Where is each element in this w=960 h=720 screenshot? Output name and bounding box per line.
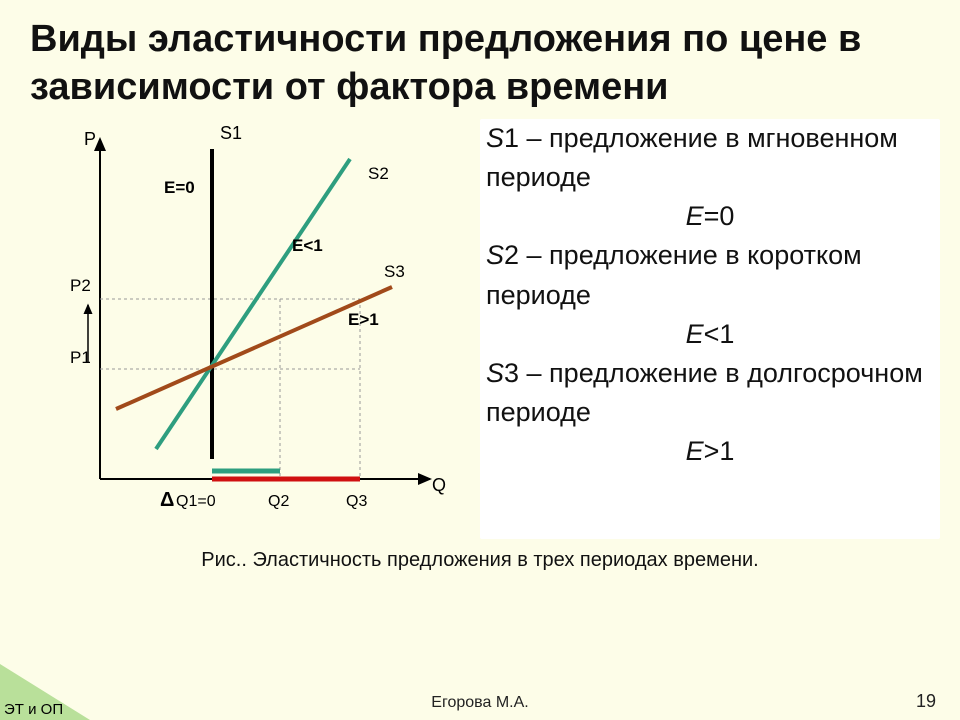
content-row: P Q S1 S2 S3 E=0 E<1 E>1 P1 P2 Q1=0 Q2 Q3 Δ S1 – пред… [20,119,940,539]
chart-label-s3: S3 [384,262,405,282]
footer-page-number: 19 [916,691,936,712]
chart-label-p2: P2 [70,276,91,296]
chart-label-delta: Δ [160,489,174,512]
legend-s2: S2 – предложение в коротком периоде [486,236,934,314]
legend-s3: S3 – предложение в долгосрочном периоде [486,354,934,432]
chart-label-e0: E=0 [164,178,195,198]
chart-label-q1: Q1=0 [176,493,216,511]
chart-label-q: Q [432,475,446,496]
legend-e3: E>1 [486,432,934,471]
slide-title: Виды эластичности предложения по цене в … [30,16,930,111]
chart-label-elt: E<1 [292,236,323,256]
figure-caption: Рис.. Эластичность предложения в трех пе… [20,549,940,572]
chart-label-p: P [84,129,96,150]
legend-text: S1 – предложение в мгновенном периоде E=… [480,119,940,539]
chart-label-p1: P1 [70,348,91,368]
legend-e2: E<1 [486,315,934,354]
chart-svg [20,119,480,539]
footer-author: Егорова М.А. [431,694,528,712]
chart-label-q2: Q2 [268,493,289,511]
corner-label: ЭТ и ОП [4,701,63,718]
chart-label-s1: S1 [220,123,242,144]
elasticity-chart: P Q S1 S2 S3 E=0 E<1 E>1 P1 P2 Q1=0 Q2 Q3 Δ [20,119,480,539]
chart-label-egt: E>1 [348,310,379,330]
slide: Виды эластичности предложения по цене в … [0,0,960,720]
legend-s1: S1 – предложение в мгновенном периоде [486,119,934,197]
legend-e1: E=0 [486,197,934,236]
chart-label-s2: S2 [368,164,389,184]
chart-label-q3: Q3 [346,493,367,511]
